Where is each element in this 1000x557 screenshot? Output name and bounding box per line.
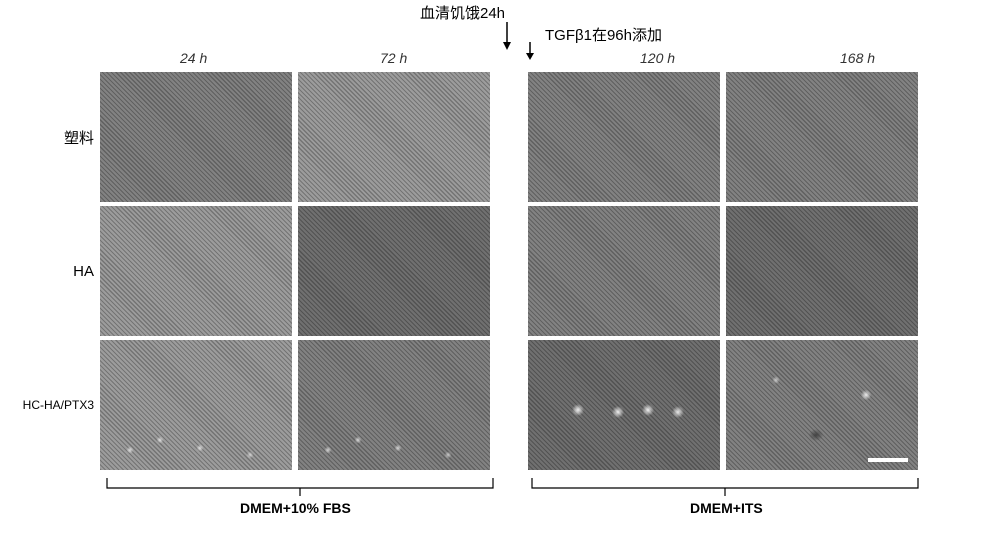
panel-hcha-120h (528, 340, 720, 470)
time-label-72h: 72 h (380, 50, 407, 66)
figure-root: 血清饥饿24h TGFβ1在96h添加 24 h 72 h 120 h 168 … (0, 0, 1000, 557)
media-label-right: DMEM+ITS (690, 500, 763, 516)
panel-plastic-168h (726, 72, 918, 202)
arrow-down-icon (500, 22, 514, 50)
top-annotations: 血清饥饿24h TGFβ1在96h添加 (0, 2, 1000, 50)
panel-hcha-168h (726, 340, 918, 470)
panel-plastic-72h (298, 72, 490, 202)
bracket-left (105, 478, 495, 498)
panel-ha-72h (298, 206, 490, 336)
annotation-tgf-add: TGFβ1在96h添加 (545, 24, 662, 45)
row-label-hcha: HC-HA/PTX3 (0, 398, 100, 412)
time-label-168h: 168 h (840, 50, 875, 66)
panel-group-right (528, 340, 924, 470)
panel-group-left (100, 206, 496, 336)
time-labels-row: 24 h 72 h 120 h 168 h (0, 50, 1000, 70)
panel-ha-120h (528, 206, 720, 336)
row-label-plastic: 塑料 (0, 127, 100, 148)
media-label-left: DMEM+10% FBS (240, 500, 351, 516)
time-label-120h: 120 h (640, 50, 675, 66)
row-label-ha: HA (0, 263, 100, 280)
annotation-serum-starve: 血清饥饿24h (420, 2, 505, 23)
row-plastic: 塑料 (0, 72, 1000, 202)
panel-group-left (100, 340, 496, 470)
panel-ha-24h (100, 206, 292, 336)
panel-plastic-120h (528, 72, 720, 202)
bracket-right (530, 478, 920, 498)
panel-group-right (528, 72, 924, 202)
panel-group-right (528, 206, 924, 336)
panel-hcha-24h (100, 340, 292, 470)
row-ha: HA (0, 206, 1000, 336)
time-label-24h: 24 h (180, 50, 207, 66)
scale-bar (868, 458, 908, 462)
row-hcha: HC-HA/PTX3 (0, 340, 1000, 470)
panel-ha-168h (726, 206, 918, 336)
panel-grid: 塑料 HA HC-HA/PTX3 (0, 72, 1000, 474)
panel-group-left (100, 72, 496, 202)
bottom-brackets: DMEM+10% FBS DMEM+ITS (0, 478, 1000, 538)
panel-hcha-72h (298, 340, 490, 470)
panel-plastic-24h (100, 72, 292, 202)
